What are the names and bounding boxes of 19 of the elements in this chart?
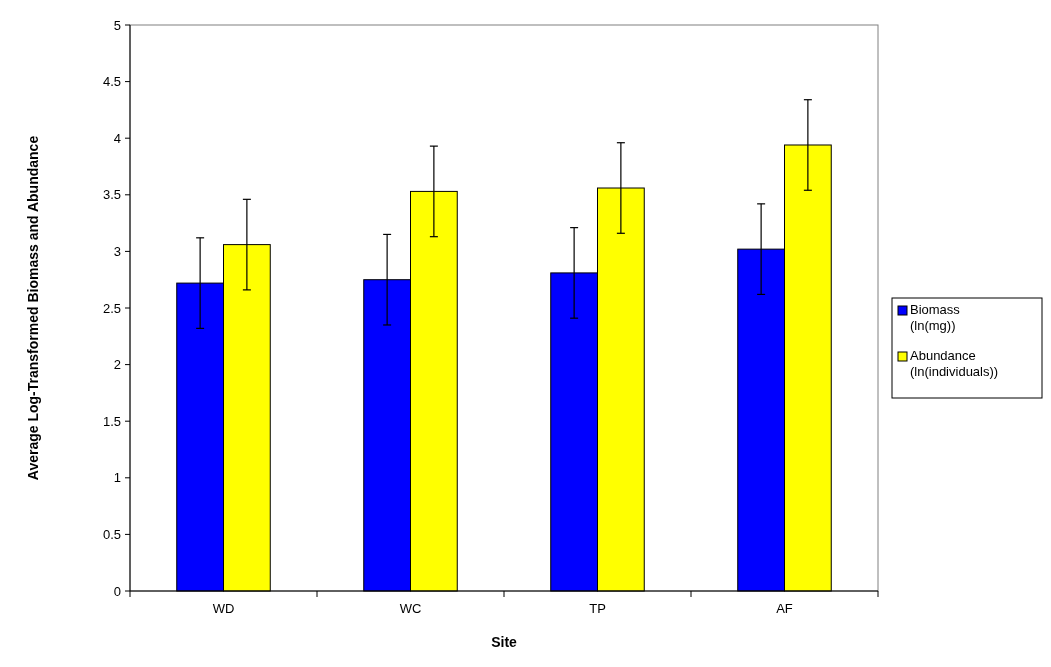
x-tick-label: TP	[589, 601, 606, 616]
y-tick-label: 3	[113, 243, 121, 259]
y-tick-label: 3.5	[102, 187, 121, 203]
x-axis-title: Site	[491, 634, 518, 650]
y-tick-label: 1	[113, 470, 121, 486]
y-tick-label: 4	[113, 130, 121, 146]
y-tick-label: 0.5	[102, 526, 121, 542]
legend-label: Abundance (ln(individuals))	[910, 348, 999, 379]
y-axis-title: Average Log-Transformed Biomass and Abundance	[25, 135, 41, 481]
y-tick-label: 2.5	[102, 300, 121, 316]
x-tick-label: WD	[212, 601, 235, 616]
legend-label: Biomass (ln(mg))	[910, 302, 961, 333]
y-tick-label: 5	[113, 17, 121, 33]
x-tick-label: AF	[776, 601, 793, 616]
y-tick-label: 2	[113, 357, 121, 373]
y-tick-label: 0	[113, 583, 121, 599]
x-tick-label: WC	[399, 601, 422, 616]
y-tick-label: 4.5	[102, 74, 121, 90]
y-tick-label: 1.5	[102, 413, 121, 429]
